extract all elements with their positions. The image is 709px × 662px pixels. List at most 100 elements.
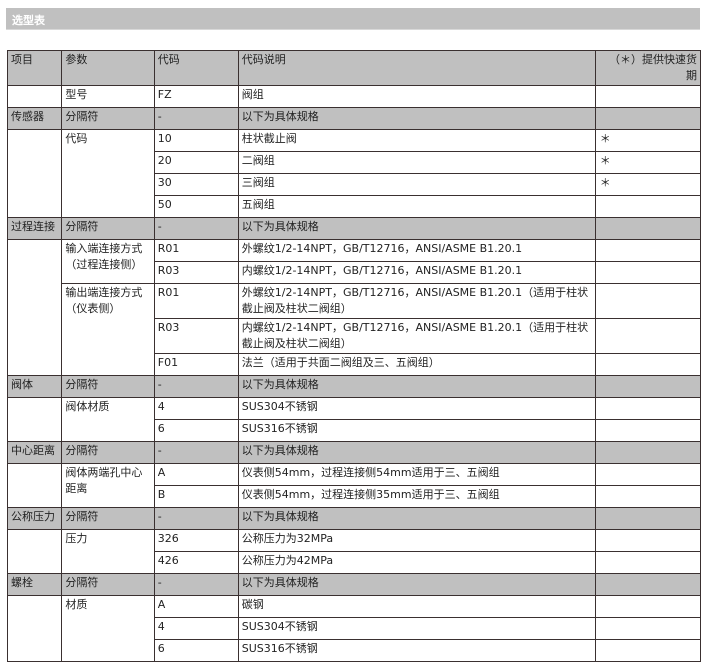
code-cell: 4	[153, 397, 239, 420]
table-row: 压力 326 公称压力为32MPa	[6, 529, 702, 574]
code-cell: -	[153, 375, 239, 398]
header-quick-delivery: （＊）提供快速货期	[594, 50, 702, 86]
quick-delivery-cell: ＊	[594, 173, 702, 196]
item-cell: 中心距离	[6, 441, 63, 464]
quick-delivery-cell	[594, 217, 702, 240]
quick-delivery-cell	[594, 397, 702, 420]
desc-cell: 内螺纹1/2-14NPT，GB/T12716，ANSI/ASME B1.20.1	[237, 261, 596, 284]
item-cell	[6, 129, 63, 218]
separator-row: 中心距离 分隔符 - 以下为具体规格	[6, 441, 702, 464]
quick-delivery-cell	[594, 529, 702, 552]
table-row: 阀体材质 4 SUS304不锈钢	[6, 397, 702, 442]
quick-delivery-cell: ＊	[594, 129, 702, 152]
quick-delivery-cell	[594, 595, 702, 618]
desc-cell: 三阀组	[237, 173, 596, 196]
header-item: 项目	[6, 50, 63, 86]
quick-delivery-cell	[594, 239, 702, 262]
item-cell: 公称压力	[6, 507, 63, 530]
separator-row: 过程连接 分隔符 - 以下为具体规格	[6, 217, 702, 240]
desc-cell: 五阀组	[237, 195, 596, 218]
code-cell: A	[153, 595, 239, 618]
desc-cell: 阀组	[237, 85, 596, 108]
param-cell: 分隔符	[61, 507, 155, 530]
desc-cell: 内螺纹1/2-14NPT，GB/T12716，ANSI/ASME B1.20.1…	[237, 318, 596, 354]
quick-delivery-cell	[594, 463, 702, 486]
code-cell: FZ	[153, 85, 239, 108]
code-cell: A	[153, 463, 239, 486]
desc-cell: 公称压力为42MPa	[237, 551, 596, 574]
param-cell: 代码	[61, 129, 155, 218]
item-cell: 阀体	[6, 375, 63, 398]
code-cell: R01	[153, 283, 239, 319]
desc-cell: 柱状截止阀	[237, 129, 596, 152]
code-cell: 426	[153, 551, 239, 574]
item-cell	[6, 529, 63, 574]
param-cell: 输入端连接方式（过程连接侧）	[61, 239, 155, 284]
quick-delivery-cell	[594, 195, 702, 218]
header-code: 代码	[153, 50, 239, 86]
code-cell: B	[153, 485, 239, 508]
code-cell: -	[153, 107, 239, 130]
quick-delivery-cell: ＊	[594, 151, 702, 174]
table-row: 阀体两端孔中心距离 A 仪表侧54mm，过程连接侧54mm适用于三、五阀组	[6, 463, 702, 508]
desc-cell: 外螺纹1/2-14NPT，GB/T12716，ANSI/ASME B1.20.1…	[237, 283, 596, 319]
param-cell: 压力	[61, 529, 155, 574]
quick-delivery-cell	[594, 261, 702, 284]
quick-delivery-cell	[594, 551, 702, 574]
table-row: 50 五阀组	[8, 195, 702, 218]
quick-delivery-cell	[594, 441, 702, 464]
table-row: 输出端连接方式（仪表侧） R01 外螺纹1/2-14NPT，GB/T12716，AN…	[8, 283, 702, 376]
section-title: 选型表	[12, 14, 45, 27]
desc-cell: 以下为具体规格	[237, 217, 596, 240]
param-cell: 阀体材质	[61, 397, 155, 442]
item-cell	[6, 85, 63, 108]
quick-delivery-cell	[594, 485, 702, 508]
table-row: R03 内螺纹1/2-14NPT，GB/T12716，ANSI/ASME B1.2…	[8, 318, 702, 354]
param-cell: 型号	[61, 85, 155, 108]
code-cell: -	[153, 507, 239, 530]
item-cell	[6, 595, 63, 662]
desc-cell: SUS316不锈钢	[237, 639, 596, 662]
code-cell: 326	[153, 529, 239, 552]
separator-row: 阀体 分隔符 - 以下为具体规格	[6, 375, 702, 398]
desc-cell: 以下为具体规格	[237, 107, 596, 130]
desc-cell: 碳钢	[237, 595, 596, 618]
quick-delivery-cell	[594, 283, 702, 319]
desc-cell: 以下为具体规格	[237, 507, 596, 530]
param-cell: 分隔符	[61, 217, 155, 240]
desc-cell: 外螺纹1/2-14NPT，GB/T12716，ANSI/ASME B1.20.1	[237, 239, 596, 262]
table-row: B 仪表侧54mm，过程连接侧35mm适用于三、五阀组	[8, 485, 702, 508]
param-cell: 材质	[61, 595, 155, 662]
desc-cell: 公称压力为32MPa	[237, 529, 596, 552]
desc-cell: 以下为具体规格	[237, 441, 596, 464]
item-cell	[6, 397, 63, 442]
desc-cell: 法兰（适用于共面二阀组及三、五阀组）	[237, 353, 596, 376]
item-cell: 传感器	[6, 107, 63, 130]
item-cell: 过程连接	[6, 217, 63, 240]
table-row: 型号 FZ 阀组	[6, 85, 702, 108]
table-row: F01 法兰（适用于共面二阀组及三、五阀组）	[8, 353, 702, 376]
code-cell: 6	[153, 419, 239, 442]
desc-cell: 仪表侧54mm，过程连接侧35mm适用于三、五阀组	[237, 485, 596, 508]
table-row: 代码 10 柱状截止阀＊	[6, 129, 702, 218]
separator-row: 螺栓 分隔符 - 以下为具体规格	[6, 573, 702, 596]
separator-row: 传感器 分隔符 - 以下为具体规格	[6, 107, 702, 130]
quick-delivery-cell	[594, 375, 702, 398]
code-cell: -	[153, 573, 239, 596]
quick-delivery-cell	[594, 419, 702, 442]
code-cell: R03	[153, 261, 239, 284]
table-header-row: 项目 参数 代码 代码说明 （＊）提供快速货期	[6, 50, 702, 86]
header-desc: 代码说明	[237, 50, 596, 86]
code-cell: 20	[153, 151, 239, 174]
desc-cell: SUS316不锈钢	[237, 419, 596, 442]
table-row: 材质 A 碳钢	[6, 595, 702, 662]
param-cell: 分隔符	[61, 107, 155, 130]
desc-cell: SUS304不锈钢	[237, 397, 596, 420]
param-cell: 阀体两端孔中心距离	[61, 463, 155, 508]
code-cell: F01	[153, 353, 239, 376]
quick-delivery-cell	[594, 573, 702, 596]
code-cell: 50	[153, 195, 239, 218]
section-title-bar: 选型表	[6, 8, 700, 30]
item-cell	[6, 239, 63, 376]
selection-table: 项目 参数 代码 代码说明 （＊）提供快速货期 型号 FZ 阀组 传感器 分隔符 - 以下为具体规格代…	[6, 50, 702, 662]
